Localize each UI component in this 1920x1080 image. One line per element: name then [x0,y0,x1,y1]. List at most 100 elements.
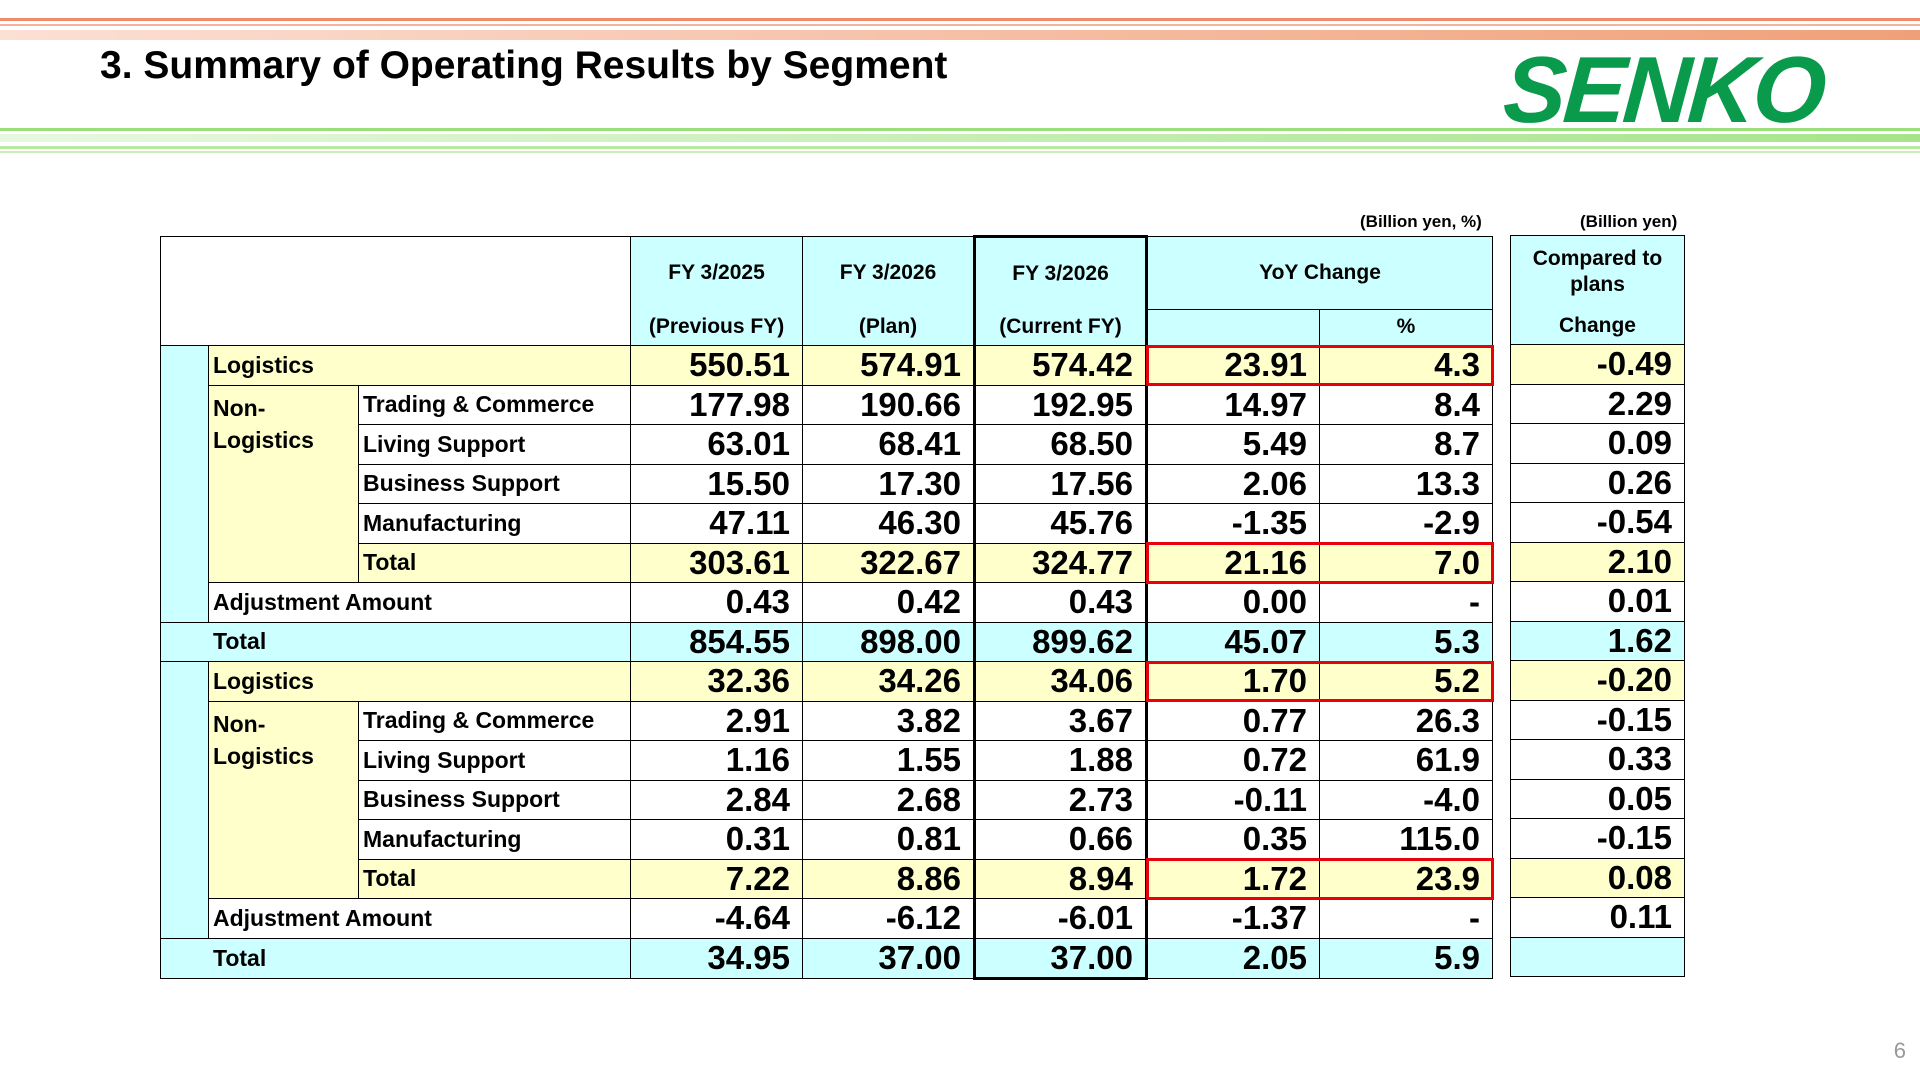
side-row: 0.01 [1510,581,1685,622]
row-label: Business Support [357,463,632,504]
cell-current: 8.94 [973,858,1149,899]
row-label: Business Support [357,779,632,820]
row-label: Trading & Commerce [357,384,632,425]
row-label: Adjustment Amount [207,582,632,623]
col-fy2025-header: FY 3/2025 [630,236,804,309]
cell-yoy-pct: 4.3 [1319,345,1494,386]
cell-vs-plan: 0.09 [1510,423,1685,464]
top-stripe [0,18,1920,21]
cell-yoy: -0.11 [1146,779,1321,820]
col-compared-subheader: Change [1510,308,1685,345]
bottom-stripe [0,128,1920,131]
cell-yoy-pct: -4.0 [1319,779,1494,820]
cell-vs-plan: 0.08 [1510,857,1685,898]
cell-plan: 1.55 [802,740,976,781]
group-label-revenue: Operating revenue [160,345,209,623]
col-yoy-amount-subheader [1146,309,1321,346]
header-row-bottom: (Previous FY) (Plan) (Current FY) % [161,308,1494,346]
top-stripe-2 [0,24,1920,26]
cell-plan: -6.12 [802,898,976,939]
cell-current: 1.88 [973,740,1149,781]
unit-note-main: (Billion yen, %) [1360,212,1482,231]
top-stripe-3 [0,30,1920,40]
cell-yoy: 0.35 [1146,819,1321,860]
side-row: 0.11 [1510,897,1685,938]
unit-note-side: (Billion yen) [1580,212,1678,231]
header-row-top: FY 3/2025 FY 3/2026 FY 3/2026 YoY Change [159,235,1494,346]
table-row: Manufacturing 0.31 0.81 0.66 0.35 115.0 [161,819,1494,860]
table-row: Total 34.95 37.00 37.00 2.05 5.9 [159,937,1494,980]
table-row: Business Support 2.84 2.68 2.73 -0.11 -4.0 [161,779,1494,820]
cell-yoy: 1.72 [1146,858,1321,899]
row-label: Living Support [357,424,632,465]
cell-yoy: 5.49 [1146,424,1321,465]
cell-yoy-pct: 26.3 [1319,700,1494,741]
side-row: 0.33 [1510,739,1685,780]
cell-current: 2.73 [973,779,1149,820]
side-row: 0.08 [1510,857,1685,898]
cell-plan: 0.42 [802,582,976,623]
cell-vs-plan: 2.10 [1510,541,1685,582]
cell-yoy-pct: 61.9 [1319,740,1494,781]
cell-plan: 37.00 [802,937,976,979]
cell-plan: 0.81 [802,819,976,860]
cell-plan: 8.86 [802,858,976,899]
cell-plan: 34.26 [802,661,976,702]
cell-yoy: 2.05 [1146,937,1321,979]
cell-fy2025: 303.61 [630,542,804,583]
cell-yoy: 0.00 [1146,582,1321,623]
cell-current: 0.43 [973,582,1149,623]
cell-current: 45.76 [973,503,1149,544]
cell-yoy-pct: - [1319,898,1494,939]
cell-plan: 46.30 [802,503,976,544]
cell-yoy-pct: 115.0 [1319,819,1494,860]
cell-yoy-pct: -2.9 [1319,503,1494,544]
non-logistics-label: Non- Logistics [208,700,359,899]
cell-fy2025: 854.55 [630,621,804,662]
side-row: -0.54 [1510,502,1685,543]
side-table-body: -0.49 2.29 0.09 0.26 -0.54 2.10 0.01 1.62 -0.20-… [1510,344,1685,977]
cell-vs-plan [1510,936,1685,977]
table-row: Operating profitLogistics32.3634.2634.06… [160,661,1494,939]
cell-current: 192.95 [973,384,1149,425]
row-label: Logistics [207,345,632,386]
cell-yoy: 0.77 [1146,700,1321,741]
cell-vs-plan: -0.54 [1510,502,1685,543]
non-logistics-label: Non- Logistics [208,384,359,583]
cell-fy2025: 177.98 [630,384,804,425]
table-row: Adjustment Amount -4.64 -6.12 -6.01 -1.37- [161,898,1494,939]
cell-yoy: -1.35 [1146,503,1321,544]
row-label: Total [357,858,632,899]
cell-yoy: 45.07 [1146,621,1321,662]
col-compared-header: Compared to plans [1510,235,1685,308]
cell-plan: 68.41 [802,424,976,465]
cell-fy2025: 34.95 [630,937,804,979]
table-row: Business Support 15.50 17.30 17.56 2.06 13.3 [161,463,1494,504]
cell-current: 34.06 [973,661,1149,702]
side-row: -0.15 [1510,699,1685,740]
row-label: Total [357,542,632,583]
table-row: Non- Logistics Trading & Commerce 2.91 3.82… [161,700,1494,899]
table-row: Living Support 1.16 1.55 1.88 0.72 61.9 [161,740,1494,781]
cell-vs-plan: 0.05 [1510,778,1685,819]
cell-yoy-pct: - [1319,582,1494,623]
cell-yoy: 23.91 [1146,345,1321,386]
page-title: 3. Summary of Operating Results by Segme… [100,44,948,87]
col-yoy-header: YoY Change [1146,236,1494,310]
row-label: Trading & Commerce [357,700,632,741]
side-header-row-top: Compared to plans [1510,235,1685,308]
side-row: -0.15 [1510,818,1685,859]
cell-plan: 190.66 [802,384,976,425]
cell-plan: 898.00 [802,621,976,662]
bottom-stripe-2 [0,134,1920,142]
bottom-stripe-4 [0,151,1920,153]
table-row: Total 7.22 8.86 8.94 1.72 23.9 [161,858,1494,899]
cell-fy2025: 550.51 [630,345,804,386]
segment-results-table: FY 3/2025 FY 3/2026 FY 3/2026 YoY Change… [159,235,1494,980]
cell-yoy: 0.72 [1146,740,1321,781]
side-row: 2.29 [1510,383,1685,424]
cell-vs-plan: -0.20 [1510,660,1685,701]
cell-fy2025: 47.11 [630,503,804,544]
row-label: Total [159,621,632,662]
row-label: Adjustment Amount [207,898,632,939]
